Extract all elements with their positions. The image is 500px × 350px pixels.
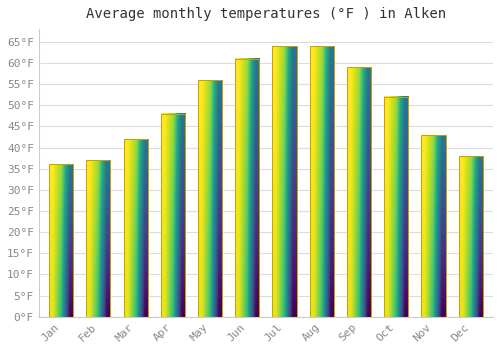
Bar: [272, 46, 296, 317]
Title: Average monthly temperatures (°F ) in Alken: Average monthly temperatures (°F ) in Al…: [86, 7, 446, 21]
Bar: [458, 156, 483, 317]
Bar: [124, 139, 148, 317]
Bar: [235, 59, 260, 317]
Bar: [422, 135, 446, 317]
Bar: [384, 97, 408, 317]
Bar: [49, 164, 73, 317]
Bar: [86, 160, 110, 317]
Bar: [347, 67, 371, 317]
Bar: [310, 46, 334, 317]
Bar: [198, 80, 222, 317]
Bar: [160, 114, 185, 317]
